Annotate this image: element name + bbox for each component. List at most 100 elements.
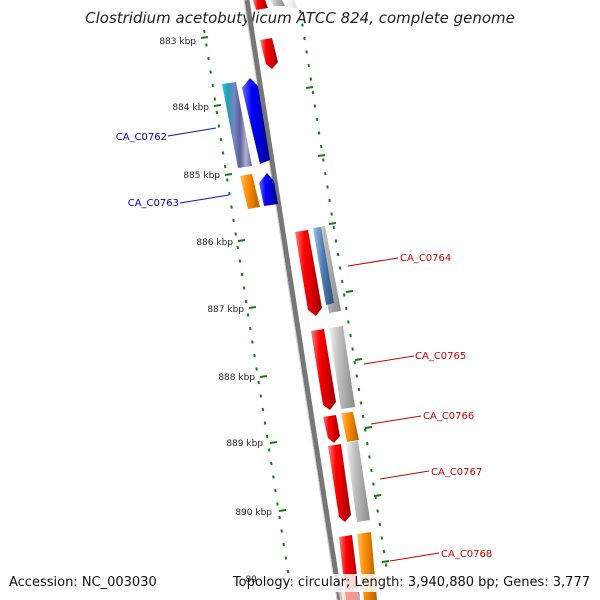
minor-tick <box>270 461 273 466</box>
minor-tick <box>313 104 317 108</box>
minor-tick <box>263 421 267 425</box>
backbone-line <box>244 0 343 600</box>
minor-tick <box>274 488 277 493</box>
gene-arrow[interactable] <box>323 415 340 443</box>
footer-background <box>256 574 596 592</box>
tick-label: 884 kbp <box>172 103 209 113</box>
minor-tick <box>355 374 359 378</box>
leader-line <box>379 470 430 480</box>
minor-tick <box>363 428 367 432</box>
minor-tick <box>334 239 338 243</box>
minor-tick <box>382 549 386 554</box>
minor-tick <box>278 515 281 520</box>
minor-tick <box>317 131 321 135</box>
minor-tick <box>217 124 221 128</box>
gene-arrow[interactable] <box>259 173 278 206</box>
minor-tick <box>347 320 350 324</box>
gene-arrow[interactable] <box>253 0 268 10</box>
major-tick <box>373 494 382 497</box>
minor-tick <box>230 205 233 209</box>
minor-tick <box>261 407 265 412</box>
minor-tick <box>338 266 342 270</box>
minor-tick <box>207 56 210 61</box>
major-tick <box>317 154 326 157</box>
minor-tick <box>332 225 336 230</box>
minor-tick <box>213 97 217 101</box>
minor-tick <box>349 333 352 338</box>
minor-tick <box>311 90 315 95</box>
ring-ticks <box>203 9 390 581</box>
minor-tick <box>232 218 235 223</box>
leader-lines <box>167 127 440 562</box>
minor-tick <box>368 455 371 459</box>
leader-line <box>370 415 422 425</box>
cog-band <box>346 441 370 522</box>
minor-tick <box>253 353 256 358</box>
minor-tick <box>223 164 227 169</box>
gene-label-ca-c0762[interactable]: CA_C0762 <box>116 132 167 143</box>
minor-tick <box>353 360 356 365</box>
minor-tick <box>209 70 212 74</box>
minor-tick <box>340 279 344 284</box>
tick-label: 89 <box>246 575 258 585</box>
minor-tick <box>324 171 327 176</box>
minor-tick <box>361 414 365 419</box>
minor-tick <box>378 522 382 527</box>
gene-arrow[interactable] <box>328 444 351 522</box>
minor-tick <box>211 83 214 88</box>
minor-tick <box>226 178 229 182</box>
minor-tick <box>203 29 206 34</box>
gene-labels: CA_C0762 CA_C0763 CA_C0764 CA_C0765 CA_C… <box>116 132 493 560</box>
major-tick <box>381 560 390 563</box>
tick-labels: 883 kbp 884 kbp 885 kbp 886 kbp 887 kbp … <box>159 36 390 585</box>
minor-tick <box>301 23 304 27</box>
gene-arrow[interactable] <box>284 0 297 8</box>
gene-arrow[interactable] <box>270 0 285 6</box>
minor-tick <box>246 313 250 317</box>
minor-tick <box>309 77 313 81</box>
gene-features <box>222 0 377 600</box>
gene-arrow[interactable] <box>260 38 278 69</box>
leader-line <box>167 127 217 137</box>
minor-tick <box>305 50 308 54</box>
cog-band <box>329 326 355 409</box>
major-tick <box>259 375 268 378</box>
minor-tick <box>238 259 242 263</box>
minor-tick <box>244 299 248 304</box>
minor-tick <box>351 347 354 351</box>
minor-tick <box>236 245 240 250</box>
major-tick <box>278 509 287 512</box>
gene-arrow[interactable] <box>242 78 270 164</box>
genome-summary-text: Topology: circular; Length: 3,940,880 bp… <box>232 575 590 590</box>
gene-label-ca-c0763[interactable]: CA_C0763 <box>128 198 179 209</box>
minor-tick <box>221 151 225 155</box>
minor-tick <box>215 110 219 115</box>
minor-tick <box>272 475 275 479</box>
cog-band <box>313 227 334 305</box>
minor-tick <box>282 542 286 547</box>
cog-band <box>222 82 252 168</box>
minor-tick <box>319 144 323 149</box>
gene-arrow[interactable] <box>311 329 336 410</box>
minor-tick <box>276 502 279 506</box>
gene-label-ca-c0765[interactable]: CA_C0765 <box>415 351 466 362</box>
minor-tick <box>234 232 237 236</box>
gene-label-ca-c0764[interactable]: CA_C0764 <box>400 253 451 264</box>
major-tick <box>213 104 222 107</box>
minor-tick <box>249 326 252 331</box>
gene-arrow[interactable] <box>295 230 322 316</box>
gene-label-ca-c0767[interactable]: CA_C0767 <box>431 467 482 478</box>
major-tick <box>328 222 337 225</box>
minor-tick <box>280 529 283 533</box>
minor-tick <box>380 536 384 540</box>
minor-tick <box>326 185 329 189</box>
gene-label-ca-c0766[interactable]: CA_C0766 <box>423 411 474 422</box>
minor-tick <box>384 563 388 567</box>
minor-tick <box>336 252 340 257</box>
minor-tick <box>265 434 269 439</box>
gene-label-ca-c0768[interactable]: CA_C0768 <box>441 549 492 560</box>
major-tick <box>364 426 373 429</box>
minor-tick <box>307 63 310 68</box>
tick-label: 890 kbp <box>235 508 272 518</box>
